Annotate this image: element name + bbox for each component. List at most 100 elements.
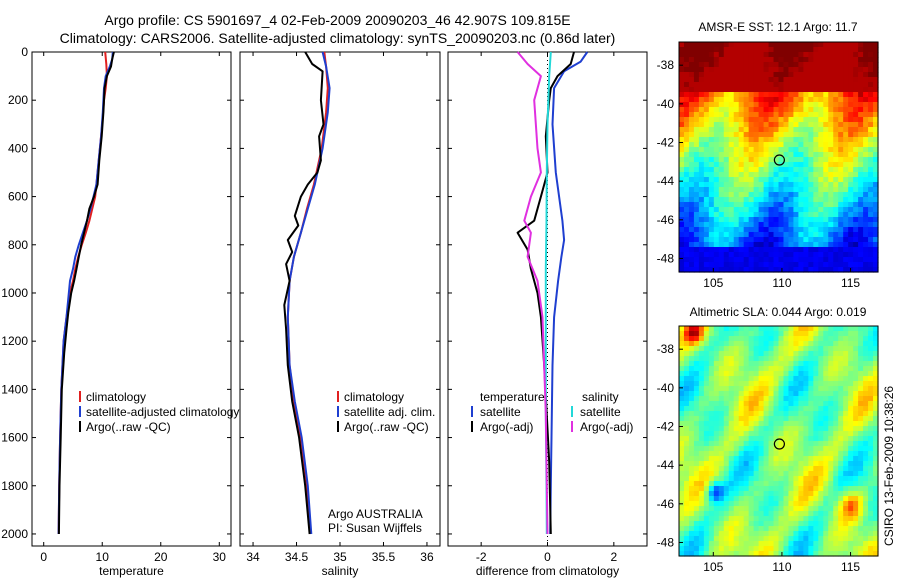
heatmap-cell (818, 486, 824, 492)
heatmap-cell (758, 396, 765, 402)
depth-tick-label: 600 (8, 190, 28, 204)
heatmap-cell (833, 177, 839, 183)
heatmap-cell (748, 67, 755, 73)
heatmap-cell (833, 257, 839, 263)
heatmap-cell (778, 212, 785, 218)
heatmap-cell (828, 351, 834, 357)
heatmap-cell (798, 207, 804, 213)
heatmap-cell (753, 147, 760, 153)
heatmap-cell (763, 431, 770, 437)
heatmap-cell (693, 132, 700, 138)
heatmap-cell (843, 107, 849, 113)
heatmap-cell (728, 97, 735, 103)
heatmap-cell (679, 486, 685, 492)
heatmap-cell (828, 132, 834, 138)
heatmap-cell (773, 356, 780, 362)
heatmap-cell (713, 461, 720, 467)
heatmap-cell (718, 476, 725, 482)
heatmap-cell (723, 87, 730, 93)
heatmap-cell (823, 132, 829, 138)
heatmap-cell (693, 117, 700, 123)
heatmap-cell (793, 62, 799, 68)
heatmap-cell (863, 511, 869, 517)
heatmap-cell (833, 127, 839, 133)
heatmap-cell (863, 57, 869, 63)
heatmap-cell (763, 381, 770, 387)
heatmap-cell (828, 381, 834, 387)
heatmap-cell (783, 441, 790, 447)
heatmap-cell (733, 97, 740, 103)
heatmap-cell (723, 481, 730, 487)
heatmap-cell (828, 541, 834, 547)
heatmap-cell (793, 461, 799, 467)
heatmap-cell (698, 242, 705, 248)
heatmap-cell (773, 361, 780, 367)
heatmap-cell (818, 541, 824, 547)
heatmap-cell (798, 112, 804, 118)
heatmap-cell (813, 466, 819, 472)
heatmap-cell (688, 526, 695, 532)
heatmap-cell (858, 511, 864, 517)
heatmap-cell (863, 466, 869, 472)
heatmap-cell (858, 227, 864, 233)
heatmap-cell (698, 356, 705, 362)
heatmap-cell (848, 376, 854, 382)
heatmap-cell (798, 197, 804, 203)
heatmap-cell (863, 102, 869, 108)
heatmap-cell (838, 446, 844, 452)
heatmap-cell (748, 157, 755, 163)
heatmap-cell (848, 67, 854, 73)
heatmap-cell (818, 511, 824, 517)
heatmap-cell (843, 267, 849, 273)
heatmap-cell (828, 97, 834, 103)
heatmap-cell (679, 82, 685, 88)
heatmap-cell (828, 416, 834, 422)
heatmap-cell (813, 97, 819, 103)
heatmap-cell (773, 491, 780, 497)
heatmap-cell (788, 77, 795, 83)
heatmap-cell (753, 436, 760, 442)
heatmap-cell (853, 217, 859, 223)
heatmap-cell (783, 142, 790, 148)
heatmap-cell (833, 391, 839, 397)
heatmap-cell (843, 441, 849, 447)
heatmap-cell (679, 456, 685, 462)
heatmap-cell (723, 451, 730, 457)
heatmap-cell (818, 396, 824, 402)
heatmap-cell (778, 232, 785, 238)
heatmap-cell (703, 391, 710, 397)
heatmap-cell (788, 551, 795, 557)
heatmap-cell (753, 87, 760, 93)
heatmap-cell (793, 107, 799, 113)
heatmap-cell (679, 132, 685, 138)
heatmap-cell (743, 147, 750, 153)
heatmap-cell (683, 212, 690, 218)
heatmap-cell (708, 376, 715, 382)
heatmap-cell (703, 466, 710, 472)
heatmap-cell (688, 481, 695, 487)
heatmap-cell (818, 262, 824, 268)
heatmap-cell (693, 217, 700, 223)
heatmap-cell (688, 366, 695, 372)
heatmap-cell (823, 351, 829, 357)
heatmap-cell (838, 466, 844, 472)
heatmap-cell (683, 436, 690, 442)
heatmap-cell (773, 177, 780, 183)
heatmap-cell (808, 232, 814, 238)
heatmap-cell (698, 396, 705, 402)
heatmap-cell (783, 466, 790, 472)
heatmap-cell (679, 466, 685, 472)
heatmap-cell (833, 501, 839, 507)
heatmap-cell (798, 57, 804, 63)
heatmap-cell (728, 82, 735, 88)
heatmap-cell (853, 336, 859, 342)
heatmap-cell (763, 446, 770, 452)
heatmap-cell (783, 132, 790, 138)
heatmap-cell (803, 431, 809, 437)
heatmap-cell (813, 536, 819, 542)
heatmap-cell (863, 107, 869, 113)
heatmap-cell (738, 491, 745, 497)
heatmap-cell (693, 526, 700, 532)
heatmap-cell (773, 336, 780, 342)
heatmap-cell (788, 172, 795, 178)
